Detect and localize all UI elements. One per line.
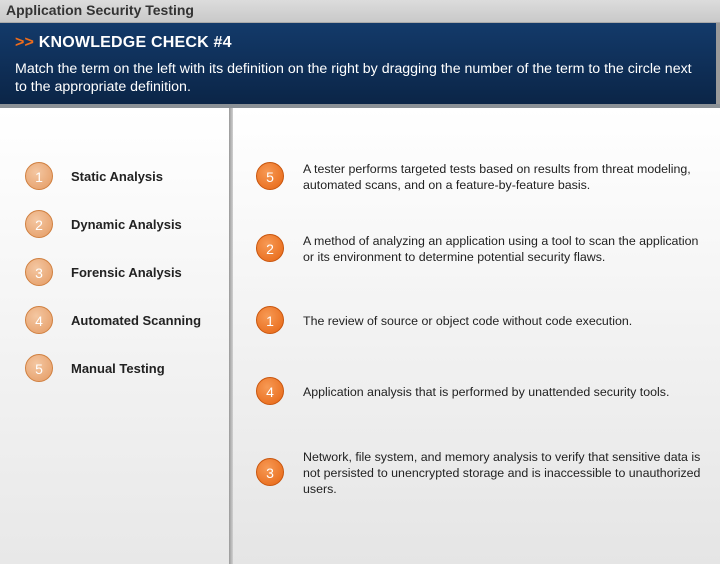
knowledge-check-title: >> KNOWLEDGE CHECK #4 [15,34,232,52]
answer-drop-circle[interactable]: 2 [256,234,284,262]
answer-drop-circle[interactable]: 1 [256,306,284,334]
term-number-draggable[interactable]: 5 [25,354,53,382]
definition-text: Application analysis that is performed b… [303,385,670,399]
term-label: Forensic Analysis [71,265,182,280]
term-number-draggable[interactable]: 2 [25,210,53,238]
term-label: Manual Testing [71,361,165,376]
answer-drop-circle[interactable]: 5 [256,162,284,190]
term-label: Dynamic Analysis [71,217,182,232]
definition-text: A tester performs targeted tests based o… [303,162,691,192]
answer-drop-circle[interactable]: 3 [256,458,284,486]
window-title-bar: Application Security Testing [0,0,720,23]
term-number-draggable[interactable]: 1 [25,162,53,190]
term-number-draggable[interactable]: 3 [25,258,53,286]
term-item-static-analysis: 1 Static Analysis [25,162,225,192]
panel-divider [229,108,233,564]
definition-text: Network, file system, and memory analysi… [303,450,701,496]
knowledge-check-heading: KNOWLEDGE CHECK #4 [38,34,232,51]
knowledge-check-header: >> KNOWLEDGE CHECK #4 Match the term on … [0,23,720,104]
term-item-forensic-analysis: 3 Forensic Analysis [25,258,225,288]
instructions: Match the term on the left with its defi… [15,61,692,95]
term-label: Automated Scanning [71,313,202,328]
chevrons-icon: >> [15,34,35,51]
window-title: Application Security Testing [6,2,194,18]
term-item-automated-scanning: 4 Automated Scanning [25,306,225,336]
definition-text: The review of source or object code with… [303,314,633,328]
header-divider [0,104,720,108]
term-number-draggable[interactable]: 4 [25,306,53,334]
term-label: Static Analysis [71,169,164,184]
answer-drop-circle[interactable]: 4 [256,377,284,405]
term-item-dynamic-analysis: 2 Dynamic Analysis [25,210,225,240]
term-item-manual-testing: 5 Manual Testing [25,354,225,384]
definition-text: A method of analyzing an application usi… [303,234,699,264]
definitions-panel [233,108,720,564]
